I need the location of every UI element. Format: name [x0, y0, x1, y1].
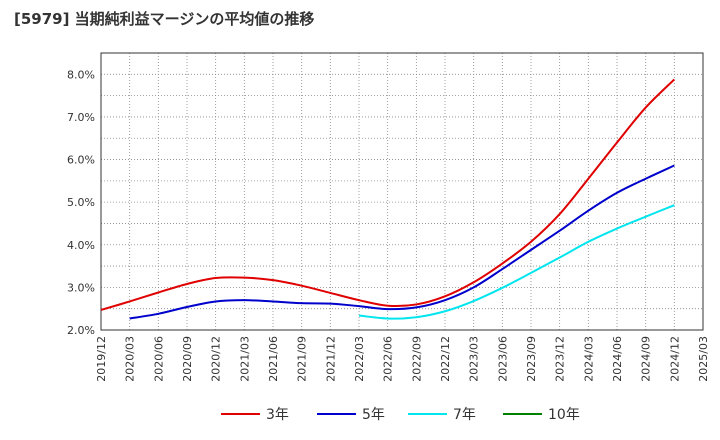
x-tick-label: 2023/09	[525, 336, 538, 382]
x-tick-label: 2021/03	[238, 336, 251, 382]
x-tick-label: 2023/06	[496, 336, 509, 382]
x-tick-label: 2024/09	[640, 336, 653, 382]
x-tick-label: 2023/12	[554, 336, 567, 382]
legend-label-3: 7年	[453, 407, 476, 423]
x-tick-label: 2022/03	[353, 336, 366, 382]
x-tick-label: 2020/06	[152, 336, 165, 382]
x-tick-label: 2019/12	[95, 336, 108, 382]
x-tick-label: 2022/09	[410, 336, 423, 382]
x-tick-label: 2021/06	[267, 336, 280, 382]
x-tick-label: 2022/12	[439, 336, 452, 382]
y-tick-label: 7.0%	[67, 111, 95, 124]
x-tick-label: 2024/12	[668, 336, 681, 382]
series-line-1	[100, 78, 676, 311]
x-tick-label: 2023/03	[468, 336, 481, 382]
x-tick-label: 2021/12	[324, 336, 337, 382]
chart-title: [5979] 当期純利益マージンの平均値の推移	[14, 10, 315, 28]
x-tick-label: 2020/09	[181, 336, 194, 382]
x-tick-label: 2025/03	[697, 336, 710, 382]
x-tick-label: 2020/03	[124, 336, 137, 382]
x-tick-label: 2020/12	[210, 336, 223, 382]
y-tick-label: 8.0%	[67, 68, 95, 81]
legend-label-4: 10年	[548, 407, 580, 423]
y-tick-label: 6.0%	[67, 154, 95, 167]
y-tick-label: 5.0%	[67, 196, 95, 209]
legend-label-2: 5年	[362, 407, 385, 423]
plot-border	[100, 52, 704, 331]
legend-label-1: 3年	[266, 407, 289, 423]
series-line-2	[129, 164, 675, 320]
plot-area	[101, 53, 703, 330]
y-tick-label: 2.0%	[67, 324, 95, 337]
series-line-3	[358, 204, 675, 320]
x-tick-label: 2024/03	[582, 336, 595, 382]
y-tick-label: 4.0%	[67, 239, 95, 252]
x-tick-label: 2021/09	[296, 336, 309, 382]
x-tick-label: 2022/06	[382, 336, 395, 382]
y-tick-label: 3.0%	[67, 281, 95, 294]
x-tick-label: 2024/06	[611, 336, 624, 382]
